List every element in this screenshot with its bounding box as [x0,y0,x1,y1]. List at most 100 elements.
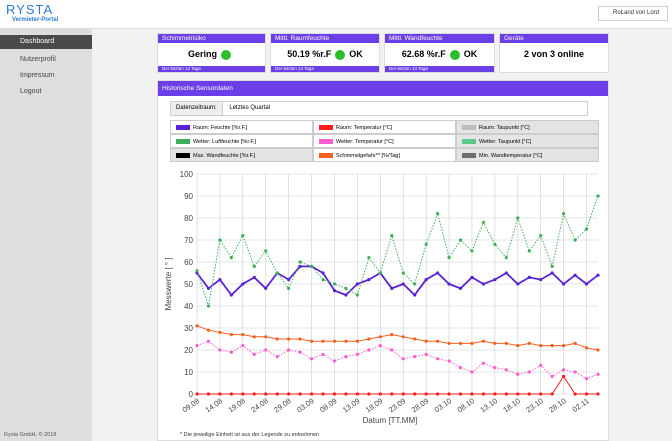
data-point [424,352,428,356]
data-point [206,286,211,290]
data-point [390,286,394,290]
legend-swatch [176,139,190,144]
data-point [584,392,589,396]
data-point [470,370,474,374]
data-point [527,249,531,253]
nav-item[interactable]: Impressum [20,72,55,79]
data-point [195,344,199,348]
data-point [562,282,566,286]
data-point [470,249,474,253]
data-point [470,275,474,279]
data-point [332,282,337,286]
nav-item[interactable]: Logout [20,88,42,95]
data-point [275,355,279,359]
legend-item[interactable]: Wetter: Luftfeuchte [%r.F.] [170,134,313,148]
legend-label: Min. Wandtemperatur [°C] [479,153,543,159]
x-tick-label: 13.09 [341,396,362,414]
panel: Historische Sensordaten Datenzeitraum: L… [157,80,609,441]
legend: Raum: Feuchte [%r.F.] Raum: Temperatur [°… [170,120,600,162]
x-tick-label: 08.10 [456,396,477,414]
data-point [447,341,451,345]
data-point [413,337,417,341]
data-point [424,242,428,246]
legend-label: Max. Wandfeuchte [%r.F.] [193,153,256,159]
nav-item[interactable]: Nutzerprofil [20,56,56,63]
data-point [504,341,508,345]
data-point [562,212,566,216]
brand-subtitle: Vermieter-Portal [12,17,59,23]
card-value: 50.19 %r.F [287,49,332,59]
data-point [309,392,314,396]
data-point [562,374,566,378]
range-select[interactable]: Datenzeitraum: Letztes Quartal [170,101,588,116]
data-point [218,348,222,352]
data-point [264,249,268,253]
nav-item[interactable]: Dashboard [0,35,92,49]
legend-label: Raum: Feuchte [%r.F.] [193,125,248,131]
legend-item[interactable]: Schimmelgefahr** [%/Tag] [313,148,456,162]
data-point [355,339,359,343]
data-point [252,352,256,356]
data-point [458,392,463,396]
data-point [493,278,497,282]
data-point [367,348,371,352]
data-point [206,304,211,308]
y-tick-label: 20 [184,346,193,355]
data-point [298,350,302,354]
legend-item[interactable]: Raum: Temperatur [°C] [313,120,456,134]
card-status: OK [349,49,363,59]
x-tick-label: 23.10 [524,396,545,414]
data-point [493,341,497,345]
data-point [401,282,405,286]
data-point [287,337,291,341]
data-point [401,392,405,396]
data-point [218,392,222,396]
legend-swatch [319,139,333,144]
data-point [573,341,577,345]
data-point [344,355,348,359]
y-tick-label: 70 [184,236,193,245]
data-point [241,234,245,238]
data-point [527,392,531,396]
data-point [573,370,577,374]
user-menu[interactable]: RoLand von Lord [598,6,668,21]
data-point [195,269,199,273]
data-point [550,374,554,378]
legend-item[interactable]: Wetter: Taupunkt [°C] [456,134,599,148]
legend-item[interactable]: Raum: Feuchte [%r.F.] [170,120,313,134]
data-point [447,282,451,286]
data-point [527,341,531,345]
data-point [390,234,394,238]
legend-item[interactable]: Raum: Taupunkt [°C] [456,120,599,134]
data-point [550,392,554,396]
data-point [458,238,463,242]
card-value: Gering [187,49,217,59]
data-point [527,275,531,279]
legend-swatch [176,125,190,130]
legend-item[interactable]: Wetter: Temperatur [°C] [313,134,456,148]
data-point [390,348,394,352]
card-title: Schimmelrisiko [158,34,265,43]
data-point [447,256,451,260]
data-point [413,392,417,396]
data-point [481,220,486,224]
data-point [596,348,600,352]
data-point [298,260,302,264]
data-point [378,335,382,339]
data-point [584,346,589,350]
legend-item[interactable]: Min. Wandtemperatur [°C] [456,148,599,162]
series-line [196,265,599,297]
data-point [539,234,543,238]
data-point [264,335,268,339]
data-point [229,256,233,260]
data-point [401,271,405,275]
data-point [493,366,497,370]
data-point [436,357,440,361]
legend-item[interactable]: Max. Wandfeuchte [%r.F.] [170,148,313,162]
data-point [562,368,566,372]
data-point [309,264,314,268]
sidebar: Dashboard Nutzerprofil Impressum Logout … [0,29,92,441]
data-point [573,238,577,242]
data-point [378,271,382,275]
data-point [367,392,371,396]
